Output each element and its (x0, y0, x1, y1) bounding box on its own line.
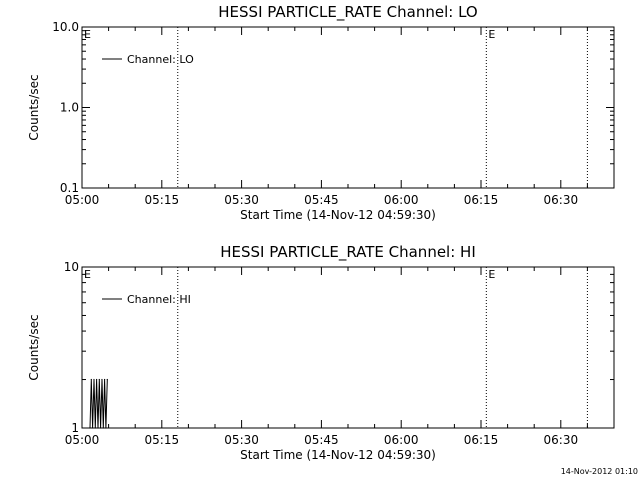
legend-label: Channel: HI (127, 293, 191, 306)
data-point (89, 427, 91, 429)
x-tick-label: 06:00 (384, 193, 419, 207)
data-point (98, 378, 100, 381)
event-marker-label: E (84, 268, 91, 281)
data-point (102, 427, 104, 429)
x-tick-label: 05:30 (224, 433, 259, 447)
y-tick-label: 1 (71, 421, 79, 435)
y-tick-label: 10.0 (52, 20, 79, 34)
x-tick-label: 05:15 (145, 433, 180, 447)
event-marker-label: E (488, 28, 495, 41)
x-tick-label: 06:00 (384, 433, 419, 447)
data-point (94, 427, 96, 429)
plot-timestamp: 14-Nov-2012 01:10 (561, 467, 638, 476)
data-point (100, 427, 102, 429)
data-point (105, 427, 107, 429)
x-tick-label: 06:30 (544, 433, 579, 447)
x-tick-label: 06:15 (464, 193, 499, 207)
x-tick-label: 06:30 (544, 193, 579, 207)
x-axis-label: Start Time (14-Nov-12 04:59:30) (240, 448, 436, 462)
plot-frame (81, 26, 615, 189)
panel-lo: HESSI PARTICLE_RATE Channel: LO 05:00 05:1… (27, 3, 615, 222)
series-line (89, 379, 108, 429)
y-tick-label: 1.0 (60, 101, 79, 115)
data-point (97, 427, 99, 429)
y-axis-label: Counts/sec (27, 314, 41, 380)
x-tick-label: 05:15 (145, 193, 180, 207)
data-point (92, 427, 94, 429)
y-tick-label: 10 (64, 260, 79, 274)
data-point (104, 378, 106, 381)
x-tick-label: 06:15 (464, 433, 499, 447)
plot-frame (81, 266, 615, 429)
x-tick-label: 05:00 (65, 193, 100, 207)
data-point (101, 378, 103, 381)
x-tick-label: 05:00 (65, 433, 100, 447)
event-marker-label: E (488, 268, 495, 281)
chart-title: HESSI PARTICLE_RATE Channel: HI (220, 243, 476, 262)
data-point (93, 378, 95, 381)
event-marker-label: E (84, 28, 91, 41)
legend-label: Channel: LO (127, 53, 194, 66)
y-tick-label: 0.1 (60, 181, 79, 195)
y-axis-label: Counts/sec (27, 74, 41, 140)
x-tick-label: 05:45 (304, 193, 339, 207)
panel-hi: HESSI PARTICLE_RATE Channel: HI 05:00 05:1… (27, 243, 615, 462)
x-axis-label: Start Time (14-Nov-12 04:59:30) (240, 208, 436, 222)
data-point (90, 378, 92, 381)
x-tick-label: 05:30 (224, 193, 259, 207)
chart-title: HESSI PARTICLE_RATE Channel: LO (218, 3, 477, 22)
data-point (106, 378, 108, 381)
x-tick-label: 05:45 (304, 433, 339, 447)
data-point (96, 378, 98, 381)
